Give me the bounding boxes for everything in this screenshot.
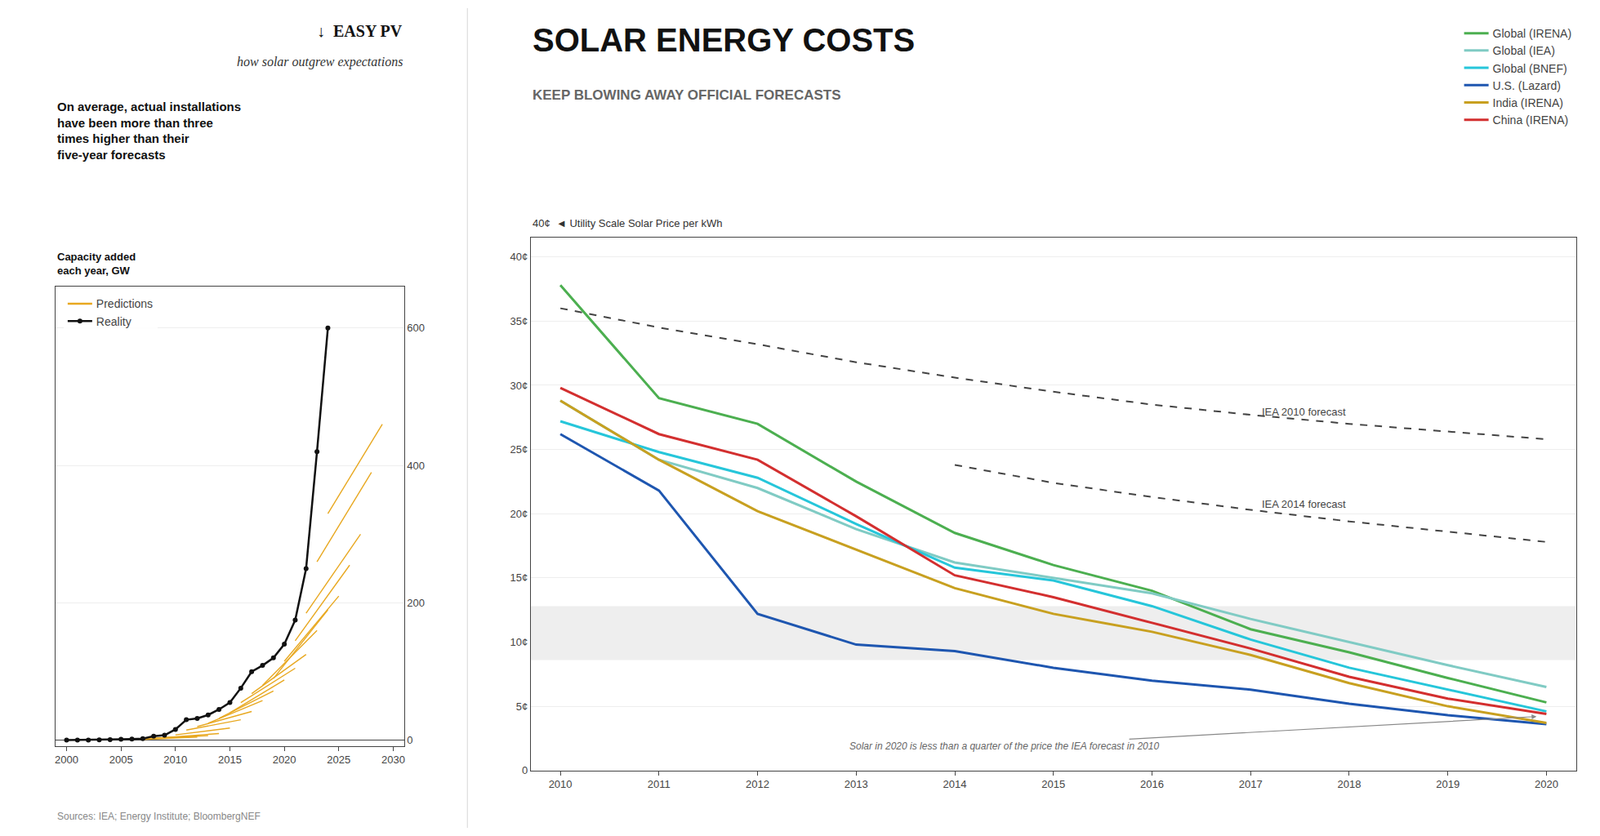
svg-text:400: 400: [406, 459, 425, 473]
svg-text:40¢: 40¢: [510, 250, 529, 263]
svg-text:2020: 2020: [1534, 778, 1559, 791]
svg-text:5¢: 5¢: [516, 700, 528, 714]
svg-text:2014: 2014: [943, 778, 968, 791]
svg-text:IEA 2014 forecast: IEA 2014 forecast: [1261, 498, 1346, 511]
svg-text:↓ EASY PV: ↓ EASY PV: [316, 22, 403, 41]
svg-text:Reality: Reality: [96, 315, 132, 329]
svg-text:2013: 2013: [844, 778, 869, 791]
svg-text:2010: 2010: [548, 778, 573, 791]
svg-text:25¢: 25¢: [510, 443, 529, 456]
svg-text:2015: 2015: [1041, 778, 1066, 791]
svg-text:35¢: 35¢: [510, 315, 529, 328]
svg-text:2030: 2030: [381, 753, 406, 767]
svg-text:2011: 2011: [647, 778, 671, 791]
svg-text:2019: 2019: [1435, 778, 1460, 791]
svg-text:0: 0: [406, 734, 413, 747]
svg-text:2015: 2015: [218, 753, 242, 767]
svg-text:2025: 2025: [326, 753, 351, 767]
svg-text:Global (IEA): Global (IEA): [1493, 44, 1556, 58]
svg-text:2017: 2017: [1238, 778, 1263, 791]
svg-text:U.S. (Lazard): U.S. (Lazard): [1493, 79, 1561, 93]
svg-text:2010: 2010: [163, 753, 188, 767]
svg-text:20¢: 20¢: [510, 508, 529, 521]
svg-text:how solar outgrew expectations: how solar outgrew expectations: [236, 54, 403, 70]
svg-text:600: 600: [406, 321, 425, 335]
svg-text:40¢ ◄ Utility Scale Solar Pri: 40¢ ◄ Utility Scale Solar Price per kWh: [532, 217, 723, 230]
svg-text:2000: 2000: [54, 753, 79, 767]
svg-text:Sources: IEA; Energy Institute: Sources: IEA; Energy Institute; Bloomber…: [57, 811, 261, 823]
svg-text:SOLAR ENERGY COSTS: SOLAR ENERGY COSTS: [532, 22, 915, 58]
svg-text:30¢: 30¢: [510, 379, 529, 393]
svg-text:2005: 2005: [109, 753, 134, 767]
svg-text:0: 0: [521, 764, 528, 777]
svg-text:On average, actual installatio: On average, actual installationshave bee…: [57, 99, 241, 162]
svg-text:2018: 2018: [1337, 778, 1361, 791]
svg-text:15¢: 15¢: [510, 571, 529, 584]
svg-text:IEA 2010 forecast: IEA 2010 forecast: [1261, 405, 1346, 419]
svg-text:2020: 2020: [272, 753, 297, 767]
svg-text:2016: 2016: [1140, 778, 1164, 791]
svg-text:200: 200: [406, 597, 425, 610]
svg-text:Solar in 2020 is less than a q: Solar in 2020 is less than a quarter of …: [849, 740, 1159, 753]
svg-text:Global (IRENA): Global (IRENA): [1493, 26, 1572, 41]
svg-text:Predictions: Predictions: [96, 297, 153, 311]
svg-text:KEEP BLOWING AWAY OFFICIAL FOR: KEEP BLOWING AWAY OFFICIAL FORECASTS: [532, 87, 842, 103]
svg-text:10¢: 10¢: [510, 636, 529, 649]
svg-text:2012: 2012: [745, 778, 770, 791]
svg-text:Global (BNEF): Global (BNEF): [1493, 62, 1568, 76]
svg-text:Capacity addedeach year, GW: Capacity addedeach year, GW: [57, 250, 136, 277]
svg-text:China (IRENA): China (IRENA): [1493, 113, 1569, 127]
svg-text:India (IRENA): India (IRENA): [1493, 96, 1564, 110]
